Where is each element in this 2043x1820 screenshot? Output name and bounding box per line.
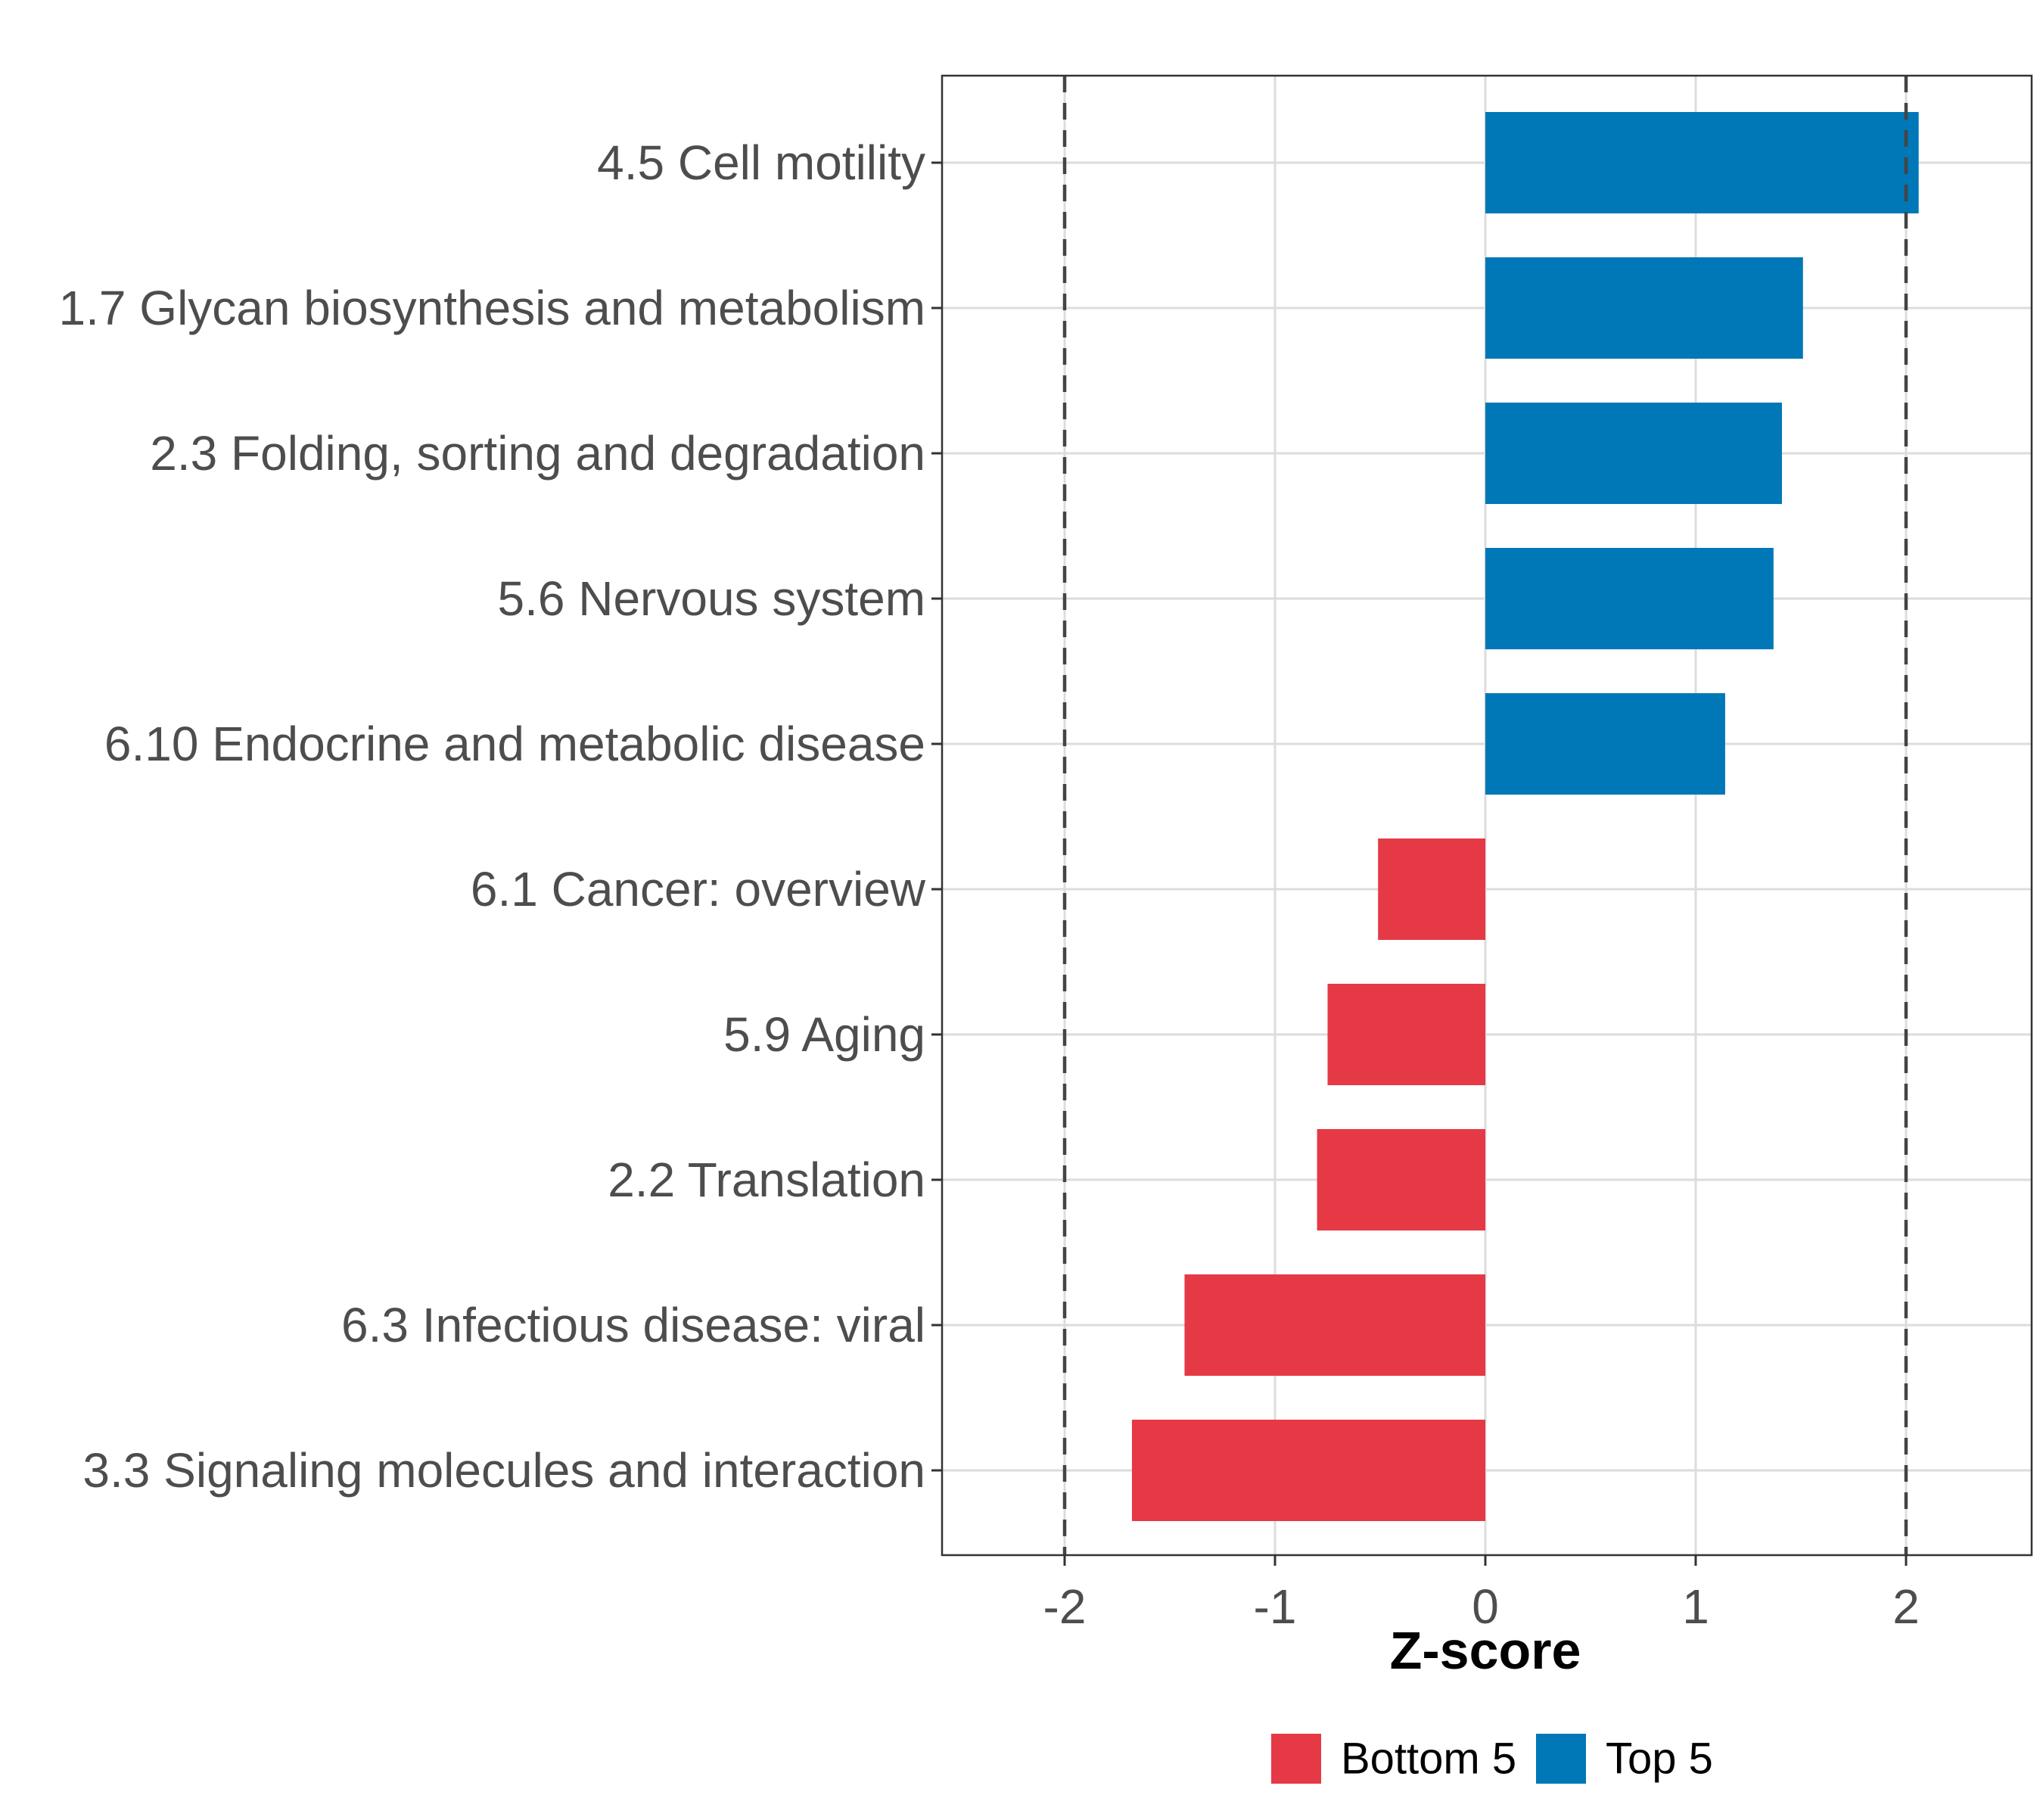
bar-1 (1485, 257, 1803, 359)
x-axis-title: Z-score (1390, 1621, 1581, 1680)
category-label-2: 2.3 Folding, sorting and degradation (150, 426, 925, 481)
category-label-0: 4.5 Cell motility (597, 135, 925, 190)
bar-5 (1378, 838, 1485, 940)
category-label-3: 5.6 Nervous system (497, 571, 925, 626)
bar-6 (1327, 984, 1485, 1085)
category-label-6: 5.9 Aging (723, 1007, 925, 1062)
legend-label-1: Top 5 (1606, 1734, 1713, 1784)
category-label-1: 1.7 Glycan biosynthesis and metabolism (59, 281, 925, 335)
category-label-4: 6.10 Endocrine and metabolic disease (104, 717, 925, 771)
panel-border (941, 74, 2033, 1557)
x-tick-label-2: 0 (1472, 1579, 1499, 1634)
y-axis: 4.5 Cell motility 1.7 Glycan biosynthesis… (59, 135, 942, 1498)
x-tick-label-3: 1 (1682, 1579, 1709, 1634)
category-label-8: 6.3 Infectious disease: viral (341, 1298, 925, 1352)
reference-lines (1062, 76, 1908, 1555)
legend-swatch-0 (1271, 1734, 1321, 1784)
x-axis: -2 -1 0 1 2 (1043, 1555, 1920, 1634)
x-tick-label-1: -1 (1254, 1579, 1297, 1634)
category-label-5: 6.1 Cancer: overview (471, 862, 926, 916)
bar-layer (1131, 112, 1919, 1521)
bar-0 (1485, 112, 1919, 213)
legend-label-0: Bottom 5 (1341, 1734, 1516, 1784)
category-label-7: 2.2 Translation (608, 1153, 925, 1207)
x-tick-label-0: -2 (1043, 1579, 1087, 1634)
legend-swatch-1 (1536, 1734, 1586, 1784)
bar-8 (1184, 1274, 1485, 1376)
bar-7 (1317, 1129, 1485, 1230)
legend: Bottom 5 Top 5 (1271, 1734, 1713, 1784)
category-label-9: 3.3 Signaling molecules and interaction (82, 1443, 925, 1498)
bar-4 (1485, 693, 1725, 795)
bar-9 (1131, 1420, 1485, 1521)
bar-2 (1485, 403, 1782, 504)
bar-3 (1485, 548, 1774, 649)
x-tick-label-4: 2 (1892, 1579, 1920, 1634)
